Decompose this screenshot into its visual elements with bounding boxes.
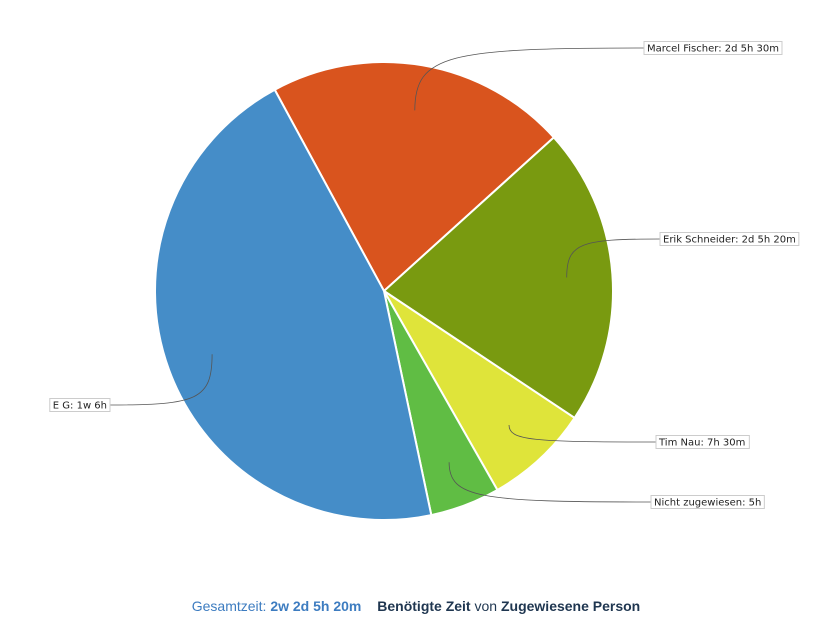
slice-label-text: E G: 1w 6h xyxy=(53,401,107,412)
slice-label: Marcel Fischer: 2d 5h 30m xyxy=(643,41,783,55)
pie-slice-tim-nau[interactable] xyxy=(383,290,576,492)
chart-footer: Gesamtzeit: 2w 2d 5h 20m Benötigte Zeit … xyxy=(0,598,832,614)
total-time-value: 2w 2d 5h 20m xyxy=(270,598,362,614)
slice-label-box xyxy=(655,435,750,449)
leader-line xyxy=(566,238,661,278)
slice-label: E G: 1w 6h xyxy=(49,398,111,412)
pie-slice-e-g[interactable] xyxy=(154,88,433,521)
slice-label: Nicht zugewiesen: 5h xyxy=(650,495,765,509)
slices-layer xyxy=(154,61,614,521)
chart-title: Benötigte Zeit xyxy=(377,598,471,614)
slice-label-text: Marcel Fischer: 2d 5h 30m xyxy=(647,44,779,55)
slice-label: Tim Nau: 7h 30m xyxy=(655,435,750,449)
chart-grouping: Zugewiesene Person xyxy=(500,598,641,614)
slice-label-box xyxy=(650,495,765,509)
slice-label-text: Tim Nau: 7h 30m xyxy=(658,438,745,449)
chart-title-connector: von xyxy=(474,598,498,614)
pie-slice-marcel-fischer[interactable] xyxy=(273,61,556,293)
labels-layer: Marcel Fischer: 2d 5h 30m Erik Schneider:… xyxy=(49,41,800,509)
total-time-label: Gesamtzeit: xyxy=(191,598,267,614)
leader-line xyxy=(448,462,652,503)
pie-slice-erik-schneider[interactable] xyxy=(382,136,614,420)
slice-label-box xyxy=(659,232,800,246)
slice-label-text: Erik Schneider: 2d 5h 20m xyxy=(663,235,796,246)
leader-line xyxy=(414,47,645,111)
slice-label-text: Nicht zugewiesen: 5h xyxy=(654,498,761,509)
slice-label-box xyxy=(49,398,111,412)
leader-line xyxy=(508,424,657,443)
pie-chart: Marcel Fischer: 2d 5h 30m Erik Schneider:… xyxy=(49,41,800,521)
slice-label: Erik Schneider: 2d 5h 20m xyxy=(659,232,800,246)
slice-label-box xyxy=(643,41,783,55)
leader-line xyxy=(109,354,213,406)
